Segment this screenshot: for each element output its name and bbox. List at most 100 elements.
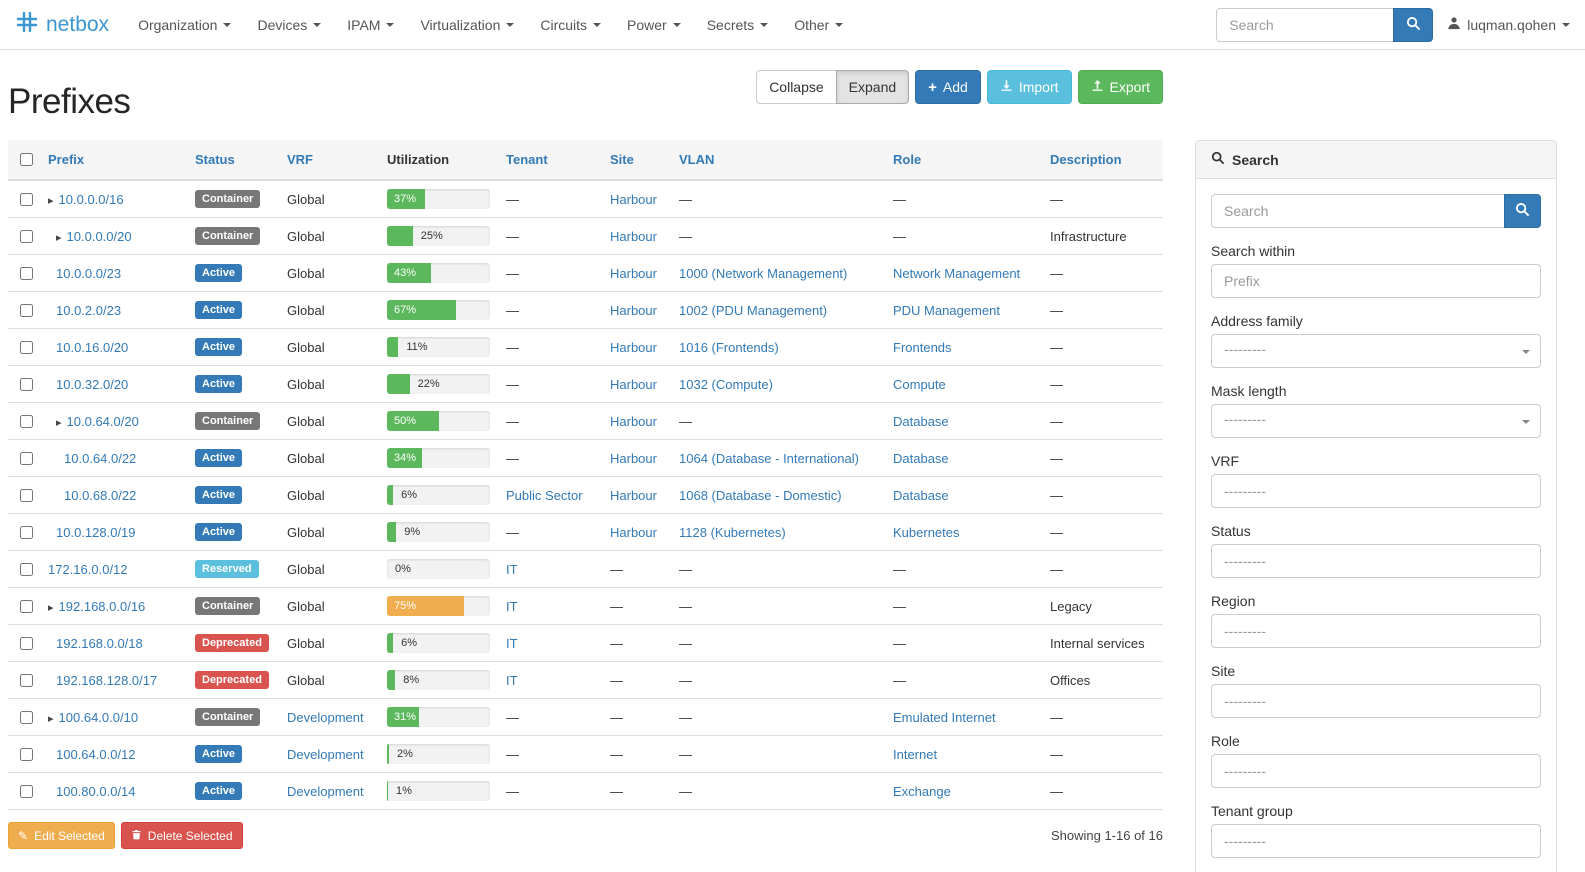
row-checkbox[interactable] xyxy=(20,303,33,317)
tenant-link[interactable]: Public Sector xyxy=(506,487,583,503)
site-link[interactable]: Harbour xyxy=(610,339,657,355)
vlan-link[interactable]: 1000 (Network Management) xyxy=(679,265,848,281)
vlan-link[interactable]: 1064 (Database - International) xyxy=(679,450,859,466)
filter-search-button[interactable] xyxy=(1504,194,1541,228)
row-checkbox[interactable] xyxy=(20,673,33,687)
global-search-input[interactable] xyxy=(1216,7,1395,42)
row-checkbox[interactable] xyxy=(20,340,33,354)
nav-menu-devices[interactable]: Devices xyxy=(244,0,334,50)
role-link[interactable]: Exchange xyxy=(893,783,951,799)
row-checkbox[interactable] xyxy=(20,488,33,502)
column-header-description[interactable]: Description xyxy=(1042,140,1163,181)
expand-button[interactable]: Expand xyxy=(835,70,910,104)
vrf-link[interactable]: Development xyxy=(287,709,364,725)
filter-input-vrf[interactable] xyxy=(1211,474,1541,508)
vlan-link[interactable]: 1016 (Frontends) xyxy=(679,339,779,355)
netbox-brand[interactable]: netbox xyxy=(15,10,109,39)
filter-input-status[interactable] xyxy=(1211,544,1541,578)
nav-menu-other[interactable]: Other xyxy=(781,0,856,50)
role-link[interactable]: Network Management xyxy=(893,265,1021,281)
column-header-status[interactable]: Status xyxy=(187,140,279,181)
row-checkbox[interactable] xyxy=(20,192,33,206)
prefix-link[interactable]: 192.168.0.0/16 xyxy=(58,598,146,614)
delete-selected-button[interactable]: Delete Selected xyxy=(120,822,243,849)
column-header-site[interactable]: Site xyxy=(602,140,671,181)
role-link[interactable]: Database xyxy=(893,487,949,503)
vlan-link[interactable]: 1032 (Compute) xyxy=(679,376,773,392)
prefix-link[interactable]: 10.0.64.0/22 xyxy=(64,450,137,466)
nav-menu-secrets[interactable]: Secrets xyxy=(694,0,781,50)
nav-menu-organization[interactable]: Organization xyxy=(125,0,244,50)
export-button[interactable]: Export xyxy=(1077,70,1163,104)
role-link[interactable]: Database xyxy=(893,450,949,466)
row-checkbox[interactable] xyxy=(20,377,33,391)
tenant-link[interactable]: IT xyxy=(506,672,518,688)
vrf-link[interactable]: Development xyxy=(287,783,364,799)
role-link[interactable]: Compute xyxy=(893,376,946,392)
prefix-link[interactable]: 10.0.0.0/23 xyxy=(56,265,122,281)
add-button[interactable]: + Add xyxy=(915,70,981,104)
site-link[interactable]: Harbour xyxy=(610,265,657,281)
row-checkbox[interactable] xyxy=(20,266,33,280)
nav-menu-power[interactable]: Power xyxy=(614,0,694,50)
prefix-link[interactable]: 10.0.0.0/16 xyxy=(58,191,124,207)
column-header-tenant[interactable]: Tenant xyxy=(498,140,602,181)
prefix-link[interactable]: 10.0.64.0/20 xyxy=(66,413,139,429)
row-checkbox[interactable] xyxy=(20,229,33,243)
prefix-link[interactable]: 10.0.0.0/20 xyxy=(66,228,132,244)
nav-menu-virtualization[interactable]: Virtualization xyxy=(407,0,527,50)
column-header-role[interactable]: Role xyxy=(885,140,1042,181)
vlan-link[interactable]: 1128 (Kubernetes) xyxy=(679,524,786,540)
column-header-vlan[interactable]: VLAN xyxy=(671,140,885,181)
prefix-link[interactable]: 100.64.0.0/12 xyxy=(56,746,136,762)
vrf-link[interactable]: Development xyxy=(287,746,364,762)
vlan-link[interactable]: 1002 (PDU Management) xyxy=(679,302,828,318)
filter-input-site[interactable] xyxy=(1211,684,1541,718)
nav-menu-circuits[interactable]: Circuits xyxy=(527,0,614,50)
filter-input-region[interactable] xyxy=(1211,614,1541,648)
filter-input-search-within[interactable] xyxy=(1211,264,1541,298)
role-link[interactable]: Internet xyxy=(893,746,938,762)
site-link[interactable]: Harbour xyxy=(610,413,657,429)
prefix-link[interactable]: 100.64.0.0/10 xyxy=(58,709,139,725)
select-all-checkbox[interactable] xyxy=(20,153,33,166)
prefix-link[interactable]: 10.0.68.0/22 xyxy=(64,487,137,503)
role-link[interactable]: Emulated Internet xyxy=(893,709,996,725)
prefix-link[interactable]: 10.0.16.0/20 xyxy=(56,339,129,355)
row-checkbox[interactable] xyxy=(20,451,33,465)
site-link[interactable]: Harbour xyxy=(610,450,657,466)
row-checkbox[interactable] xyxy=(20,636,33,650)
filter-search-input[interactable] xyxy=(1211,194,1506,228)
prefix-link[interactable]: 10.0.2.0/23 xyxy=(56,302,122,318)
prefix-link[interactable]: 192.168.128.0/17 xyxy=(56,672,158,688)
row-checkbox[interactable] xyxy=(20,414,33,428)
expand-icon[interactable]: ▸ xyxy=(56,231,62,244)
role-link[interactable]: Database xyxy=(893,413,949,429)
site-link[interactable]: Harbour xyxy=(610,302,657,318)
column-header-prefix[interactable]: Prefix xyxy=(40,140,187,181)
nav-menu-ipam[interactable]: IPAM xyxy=(334,0,407,50)
edit-selected-button[interactable]: ✎ Edit Selected xyxy=(8,822,115,849)
expand-icon[interactable]: ▸ xyxy=(56,416,62,429)
row-checkbox[interactable] xyxy=(20,525,33,539)
site-link[interactable]: Harbour xyxy=(610,228,657,244)
prefix-link[interactable]: 100.80.0.0/14 xyxy=(56,783,136,799)
prefix-link[interactable]: 10.0.128.0/19 xyxy=(56,524,136,540)
column-header-vrf[interactable]: VRF xyxy=(279,140,379,181)
vlan-link[interactable]: 1068 (Database - Domestic) xyxy=(679,487,842,503)
tenant-link[interactable]: IT xyxy=(506,561,518,577)
prefix-link[interactable]: 10.0.32.0/20 xyxy=(56,376,129,392)
global-search-button[interactable] xyxy=(1393,7,1434,42)
expand-icon[interactable]: ▸ xyxy=(48,601,54,614)
role-link[interactable]: PDU Management xyxy=(893,302,1000,318)
role-link[interactable]: Kubernetes xyxy=(893,524,960,540)
collapse-button[interactable]: Collapse xyxy=(756,70,837,104)
role-link[interactable]: Frontends xyxy=(893,339,952,355)
row-checkbox[interactable] xyxy=(20,599,33,613)
row-checkbox[interactable] xyxy=(20,784,33,798)
row-checkbox[interactable] xyxy=(20,710,33,724)
site-link[interactable]: Harbour xyxy=(610,376,657,392)
site-link[interactable]: Harbour xyxy=(610,524,657,540)
tenant-link[interactable]: IT xyxy=(506,635,518,651)
site-link[interactable]: Harbour xyxy=(610,191,657,207)
